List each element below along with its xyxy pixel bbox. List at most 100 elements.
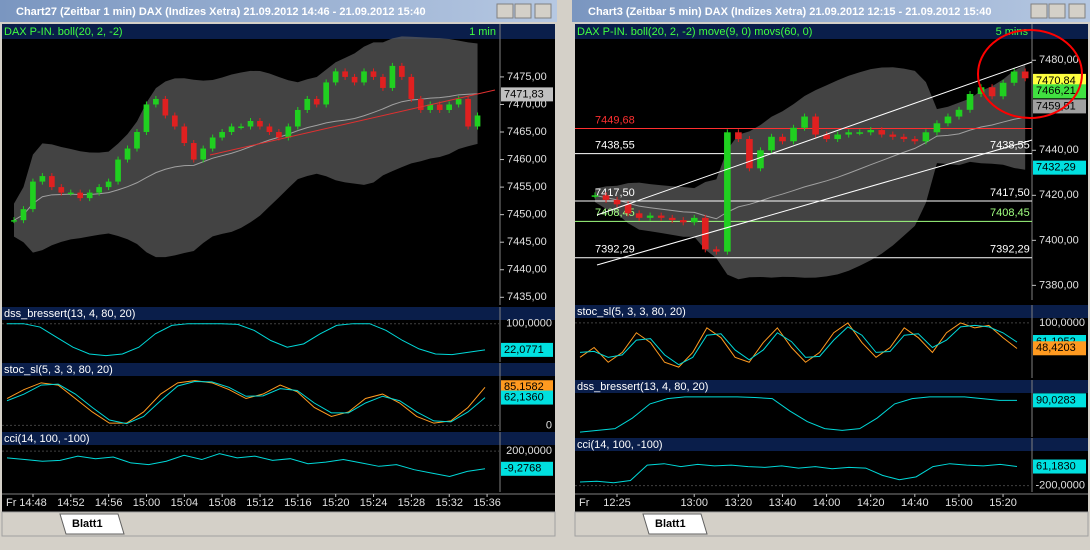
trend-lines [209, 61, 1033, 266]
sheet-tab[interactable] [59, 513, 125, 535]
candle [624, 204, 632, 214]
value-marker-label: 48,4203 [1036, 342, 1076, 354]
window-buttons[interactable] [496, 3, 1086, 19]
candle [812, 116, 819, 135]
candle [181, 126, 188, 144]
candle [668, 217, 676, 221]
candle [602, 195, 610, 200]
candle [999, 82, 1007, 97]
candle [889, 134, 897, 137]
value-marker [1033, 341, 1086, 356]
x-tick-label: 15:04 [171, 497, 199, 509]
indicator-line [7, 323, 486, 357]
value-marker [501, 461, 553, 476]
chart-header-text: DAX P-IN. boll(20, 2, -2) [4, 26, 123, 38]
value-marker-label: -9,2768 [504, 463, 541, 475]
panel-header [2, 432, 555, 445]
y-tick-label: 7450,00 [507, 209, 547, 221]
candle [1010, 71, 1018, 83]
indicator-line [6, 380, 486, 425]
level-label: 7408,45 [990, 207, 1030, 219]
candle [955, 109, 963, 117]
y-tick-label: 7460,00 [507, 153, 547, 165]
indicator-line [579, 324, 1018, 366]
x-tick-label: 14:52 [57, 497, 85, 509]
y-tick-label: 7475,00 [507, 71, 547, 83]
indicator-line [579, 463, 1018, 484]
indicator-line [6, 380, 486, 424]
candle [867, 130, 875, 133]
y-tick-label: 7420,00 [1039, 189, 1079, 201]
timeframe: 1 min [469, 26, 496, 38]
candle [399, 65, 405, 77]
y-tick-label: 0 [546, 419, 552, 431]
x-tick-label: 15:00 [945, 497, 973, 509]
y-tick-label: 7480,00 [1039, 54, 1079, 66]
candle [911, 139, 919, 142]
candle [389, 65, 396, 88]
candle [380, 76, 386, 88]
y-tick-label: 100,0000 [1039, 317, 1085, 329]
indicator-line [579, 322, 1018, 368]
value-marker-label: 7471,83 [504, 88, 544, 100]
candle [779, 136, 786, 142]
y-tick-label: 7455,00 [507, 181, 547, 193]
candle [30, 181, 36, 210]
candle [162, 98, 169, 116]
candle [768, 136, 775, 151]
tab-label[interactable]: Blatt1 [655, 518, 686, 530]
candle [153, 98, 159, 105]
value-marker-label: 7466,21 [1036, 85, 1076, 97]
panel-title: stoc_sl(5, 3, 3, 80, 20) [577, 306, 686, 318]
panel-header [2, 363, 555, 376]
level-label: 7449,68 [595, 114, 635, 126]
day-label: Fr [6, 497, 17, 509]
chart-header-text: DAX P-IN. boll(20, 2, -2) move(9, 0) mov… [577, 26, 812, 38]
candle [988, 87, 996, 97]
y-tick-label: 200,0000 [506, 445, 552, 457]
value-marker-label: 90,0283 [1036, 394, 1076, 406]
value-marker [1033, 84, 1086, 99]
tab-label[interactable]: Blatt1 [72, 518, 103, 530]
sheet-tab[interactable] [642, 513, 708, 535]
candle [190, 143, 197, 160]
candle [746, 139, 753, 169]
candle [427, 104, 434, 110]
candle [613, 199, 621, 205]
candle [11, 220, 17, 222]
candle [67, 192, 74, 195]
title-bar [572, 0, 1090, 22]
candle [266, 126, 273, 133]
x-tick-label: 13:20 [725, 497, 753, 509]
panel-title: dss_bressert(13, 4, 80, 20) [4, 308, 135, 320]
panel-header [575, 438, 1088, 451]
candle [801, 116, 808, 128]
candle [323, 82, 330, 105]
y-tick-label: 7400,00 [1039, 234, 1079, 246]
panel-header [575, 380, 1088, 393]
candle [370, 71, 377, 77]
x-tick-label: 15:00 [133, 497, 161, 509]
candle [465, 98, 471, 127]
candle [238, 126, 244, 128]
chart-header [575, 24, 1088, 39]
candle [247, 120, 254, 127]
candle [713, 249, 720, 252]
candle [361, 71, 367, 83]
x-tick-label: 15:28 [398, 497, 426, 509]
candle [105, 181, 112, 188]
candle [944, 116, 952, 124]
candle [455, 98, 462, 105]
candle [417, 98, 424, 110]
value-marker [1033, 160, 1086, 175]
y-tick-label: 100,0000 [506, 318, 552, 330]
candle [657, 215, 665, 218]
candle [966, 94, 974, 110]
candle [294, 109, 301, 127]
candle [474, 115, 481, 127]
candle [219, 132, 225, 138]
x-tick-label: 15:36 [473, 497, 501, 509]
x-tick-label: 15:32 [435, 497, 463, 509]
